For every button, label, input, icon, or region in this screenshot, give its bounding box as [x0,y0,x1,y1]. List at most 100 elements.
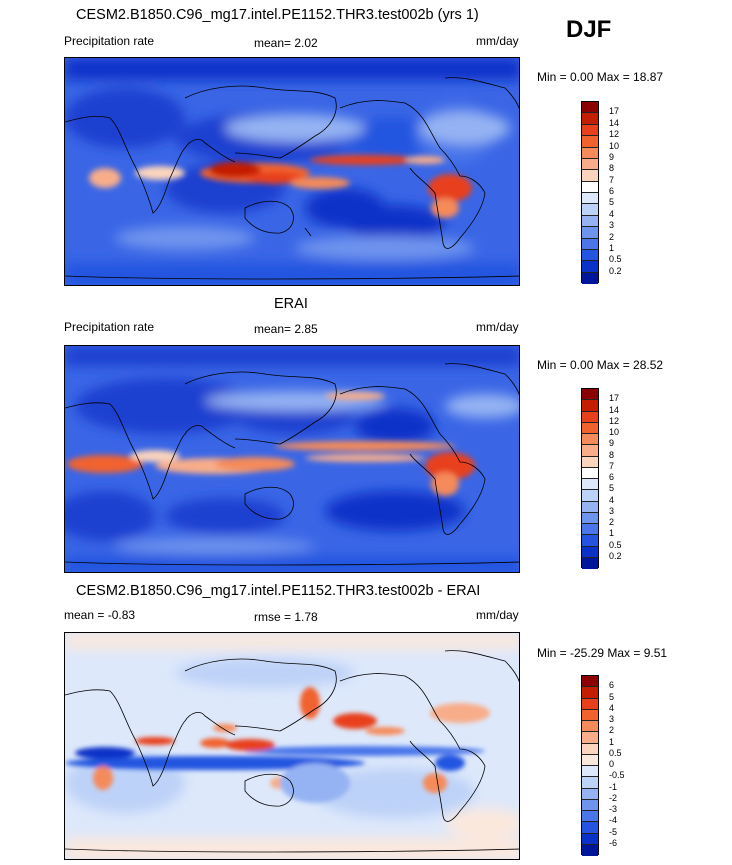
panel2-variable-label: Precipitation rate [64,320,155,334]
colorbar-swatch [582,788,598,800]
colorbar-tick-label: 1 [609,242,615,253]
colorbar-tick-label: 5 [609,197,615,208]
panel2-map-field [65,346,519,572]
colorbar-swatch [582,227,598,239]
colorbar-tick-label: 7 [609,460,615,471]
colorbar-tick-label: 1 [609,528,615,539]
colorbar-tick-label: 0.5 [609,747,622,758]
colorbar-swatch [582,766,598,778]
colorbar-swatch [582,557,598,569]
colorbar-swatch [582,799,598,811]
colorbar-swatch [582,721,598,733]
colorbar-tick-label: -4 [609,815,618,826]
colorbar-tick-label: 6 [609,472,615,482]
colorbar-swatch [582,102,598,114]
colorbar-swatch [582,136,598,148]
colorbar-swatch [582,261,598,273]
panel2-mean-label: mean= 2.85 [254,322,318,336]
colorbar-tick-label: -5 [609,826,618,837]
colorbar-swatch [582,249,598,262]
panel1-title: CESM2.B1850.C96_mg17.intel.PE1152.THR3.t… [76,7,479,23]
colorbar-swatch [582,181,598,193]
colorbar-swatch [582,524,598,536]
colorbar-swatch [582,844,598,856]
panel2-title: ERAI [274,296,308,312]
colorbar-swatch [582,124,598,137]
colorbar-tick-label: 10 [609,427,620,437]
colorbar-tick-label: 17 [609,106,620,117]
colorbar-swatch [582,445,598,457]
panel1-map [64,57,520,286]
colorbar-tick-label: 4 [609,494,615,505]
colorbar-swatch [582,676,598,688]
panel2-minmax-label: Min = 0.00 Max = 28.52 [537,358,664,372]
colorbar-swatch [582,709,598,721]
colorbar-swatch [582,743,598,755]
colorbar-tick-label: 5 [609,691,615,702]
panel2-colorbar [581,388,599,569]
colorbar-swatch [582,732,598,744]
colorbar-swatch [582,546,598,558]
panel2-units-label: mm/day [476,320,519,334]
panel1-minmax-label: Min = 0.00 Max = 18.87 [537,70,664,84]
colorbar-tick-label: 14 [609,404,620,415]
colorbar-swatch [582,389,598,401]
colorbar-swatch [582,811,598,823]
season-label: DJF [566,16,612,43]
panel3-colorbar-ticks: 6 5 4 3 2 1 0.5 0 -0.5 -1 -2 -3 -4 -5 -6 [609,675,649,855]
colorbar-swatch [582,687,598,699]
colorbar-tick-label: -0.5 [609,770,625,781]
colorbar-tick-label: 0.2 [609,265,622,276]
colorbar-swatch [582,411,598,423]
colorbar-tick-label: 7 [609,174,615,185]
colorbar-swatch [582,193,598,205]
colorbar-tick-label: -1 [609,781,618,792]
colorbar-tick-label: 8 [609,449,615,460]
colorbar-swatch [582,467,598,479]
panel1-colorbar [581,101,599,284]
panel3-colorbar [581,675,599,856]
panel3-title: CESM2.B1850.C96_mg17.intel.PE1152.THR3.t… [76,583,481,599]
colorbar-tick-label: 8 [609,163,615,174]
panel3-rmse-label: rmse = 1.78 [254,610,318,624]
colorbar-tick-label: 6 [609,186,615,196]
panel1-mean-label: mean= 2.02 [254,36,318,50]
colorbar-tick-label: -6 [609,837,618,848]
colorbar-tick-label: 17 [609,393,620,404]
colorbar-swatch [582,456,598,468]
colorbar-tick-label: 0.5 [609,539,622,550]
colorbar-tick-label: 9 [609,151,615,162]
colorbar-swatch [582,822,598,834]
panel1-map-field [65,58,519,285]
colorbar-tick-label: -3 [609,804,618,814]
colorbar-swatch [582,422,598,434]
colorbar-tick-label: 3 [609,220,615,231]
colorbar-swatch [582,490,598,502]
colorbar-tick-label: 0.2 [609,550,622,561]
panel1-units-label: mm/day [476,34,519,48]
colorbar-tick-label: 3 [609,505,615,516]
panel1-colorbar-ticks: 17 14 12 10 9 8 7 6 5 4 3 2 1 0.5 0.2 [609,101,649,283]
colorbar-swatch [582,501,598,513]
colorbar-swatch [582,272,598,284]
colorbar-swatch [582,147,598,159]
panel2-colorbar-ticks: 17 14 12 10 9 8 7 6 5 4 3 2 1 0.5 0.2 [609,388,649,568]
colorbar-tick-label: 4 [609,208,615,219]
colorbar-swatch [582,238,598,250]
colorbar-tick-label: 12 [609,129,620,140]
colorbar-tick-label: 2 [609,517,615,527]
colorbar-tick-label: 6 [609,680,615,691]
colorbar-swatch [582,512,598,524]
colorbar-tick-label: 3 [609,714,615,724]
panel2-map [64,345,520,573]
colorbar-tick-label: 12 [609,415,620,426]
colorbar-swatch [582,698,598,710]
colorbar-tick-label: 1 [609,736,615,747]
colorbar-swatch [582,479,598,491]
colorbar-swatch [582,833,598,845]
panel1-variable-label: Precipitation rate [64,34,155,48]
panel3-minmax-label: Min = -25.29 Max = 9.51 [537,646,668,660]
colorbar-tick-label: 0.5 [609,254,622,265]
panel3-map [64,632,520,860]
panel3-mean-label: mean = -0.83 [64,608,136,622]
